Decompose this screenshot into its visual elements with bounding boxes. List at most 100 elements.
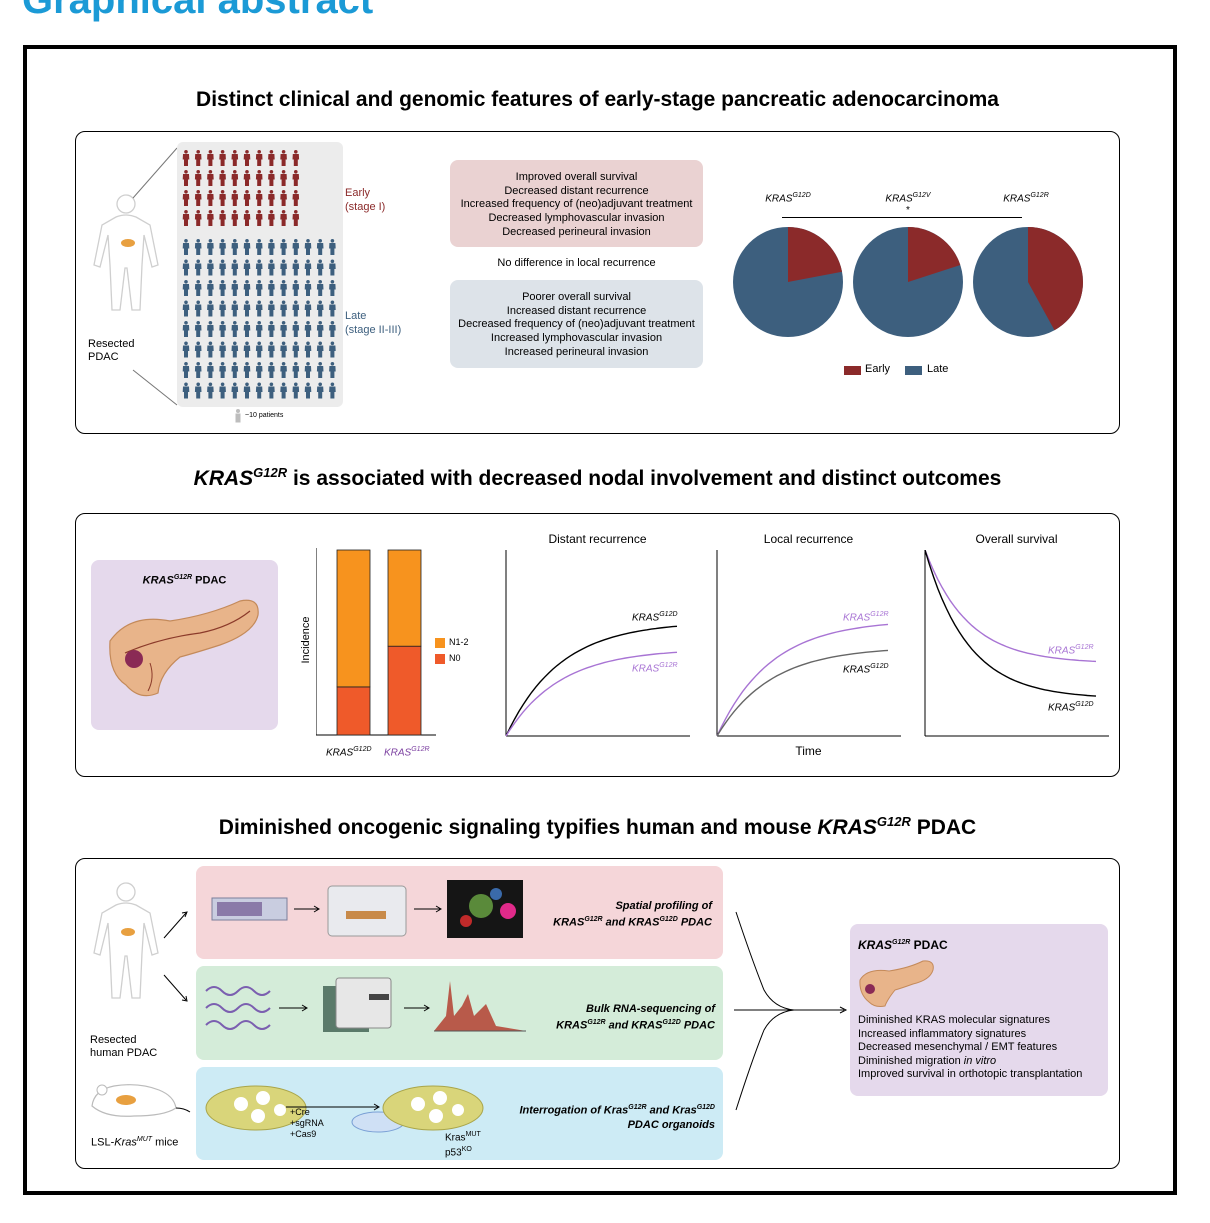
patient-person-icon [235,409,241,423]
person-icon [231,210,239,226]
series-line-g12d [505,625,678,737]
person-icon [268,321,275,337]
legend-early-swatch [844,366,861,375]
person-icon [268,210,275,226]
kras-mut-base: Kras [445,1132,466,1144]
person-icon [304,382,312,399]
section3-panel [75,858,1120,1169]
person-icon [292,150,300,166]
series-line-g12r [716,623,889,737]
pie-label-base: KRAS [765,193,793,205]
bar-segment-n1-2 [387,549,422,647]
pie-early-slice [1028,227,1083,331]
person-icon [329,280,336,296]
patient-pictogram-grid [182,150,336,399]
person-icon [207,362,214,378]
person-icon [329,259,336,276]
p53-base: p53 [445,1147,462,1159]
person-icon [194,321,202,337]
human-figure-icon [93,882,188,1002]
series-line-g12r [505,651,678,737]
series-label-base: KRAS [1048,702,1076,714]
survival-g12d-label: KRASG12D [1048,701,1094,713]
cre-item: +Cre [290,1107,310,1117]
person-icon [268,150,275,166]
mouse-label: LSL-KrasMUT mice [91,1133,178,1150]
person-icon [280,239,287,255]
mouse-icon [91,1084,191,1117]
early-feature: Improved overall survival [515,171,638,183]
bulk-end: PDAC [680,1019,715,1032]
organoid-line2: PDAC organoids [627,1118,715,1131]
person-icon [231,190,239,206]
bar-label-g12d: KRASG12D [326,746,372,758]
person-icon [329,341,336,358]
section3-title-post: PDAC [910,816,977,839]
pancreas-tumor-icon [109,599,259,697]
person-icon [280,259,287,276]
spatial-line2: KRASG12R and KRASG12D PDAC [470,913,712,930]
p53-ko-label: p53KO [445,1144,481,1159]
person-icon [280,150,287,166]
person-icon [268,259,275,276]
late-feature: Increased distant recurrence [506,304,647,317]
local-recurrence-title: Local recurrence [763,532,854,546]
bulk-line2: KRASG12R and KRASG12D PDAC [470,1016,715,1033]
person-icon [329,321,336,337]
person-icon [255,210,263,226]
organoid-line1: Interrogation of KrasG12R and KrasG12D [470,1101,715,1118]
person-icon [207,190,214,206]
survival-g12r-label: KRASG12R [1048,644,1094,656]
series-label-base: KRAS [843,664,871,676]
person-icon [292,382,300,399]
person-icon [243,259,251,276]
series-label-sup: G12D [870,663,889,670]
person-icon [329,382,336,399]
kras-mut-label: KrasMUT [445,1129,481,1144]
early-feature: Decreased perineural invasion [502,225,651,238]
legend-n12-text: N1-2 [449,637,469,647]
series-label-base: KRAS [632,663,660,675]
section2-panel [75,513,1120,777]
person-icon [304,300,312,317]
bulk-b: KRAS [631,1019,663,1032]
section2-title: KRASG12R is associated with decreased no… [75,465,1120,491]
bulk-a: KRAS [556,1019,588,1032]
person-icon [280,210,287,226]
bar-label-sup: G12R [411,746,430,753]
person-icon [231,239,239,255]
person-icon [182,259,190,276]
series-line-g12d [716,649,889,737]
person-icon [219,190,226,206]
late-feature: Increased lymphovascular invasion [490,332,663,345]
person-icon [280,362,287,378]
result-title-sup: G12R [892,939,911,946]
organoid-a: Interrogation of Kras [519,1104,629,1117]
person-icon [280,382,287,399]
mouse-label-sup: MUT [136,1136,153,1143]
person-icon [280,190,287,206]
person-icon [194,170,202,186]
pie-label-sup: G12V [912,192,931,199]
person-icon [304,341,312,358]
resected-label-2: PDAC [88,351,119,363]
early-feature: Decreased lymphovascular invasion [488,212,665,225]
organoid-b: and Kras [646,1104,697,1117]
bar-label-sup: G12D [353,746,372,753]
person-icon [292,300,300,317]
person-icon [255,150,263,166]
person-icon [292,239,300,255]
spatial-and: and [602,916,629,929]
bulk-b-sup: G12D [662,1019,681,1026]
time-axis-label: Time [795,744,822,758]
person-icon [219,170,226,186]
person-icon [304,239,312,255]
bulk-and: and [605,1019,632,1032]
person-icon [194,259,202,276]
person-icon [292,321,300,337]
person-icon [207,239,214,255]
cre-item: +sgRNA [290,1118,324,1128]
late-label-2: (stage II-III) [345,324,402,336]
person-icon [268,190,275,206]
person-icon [255,190,263,206]
